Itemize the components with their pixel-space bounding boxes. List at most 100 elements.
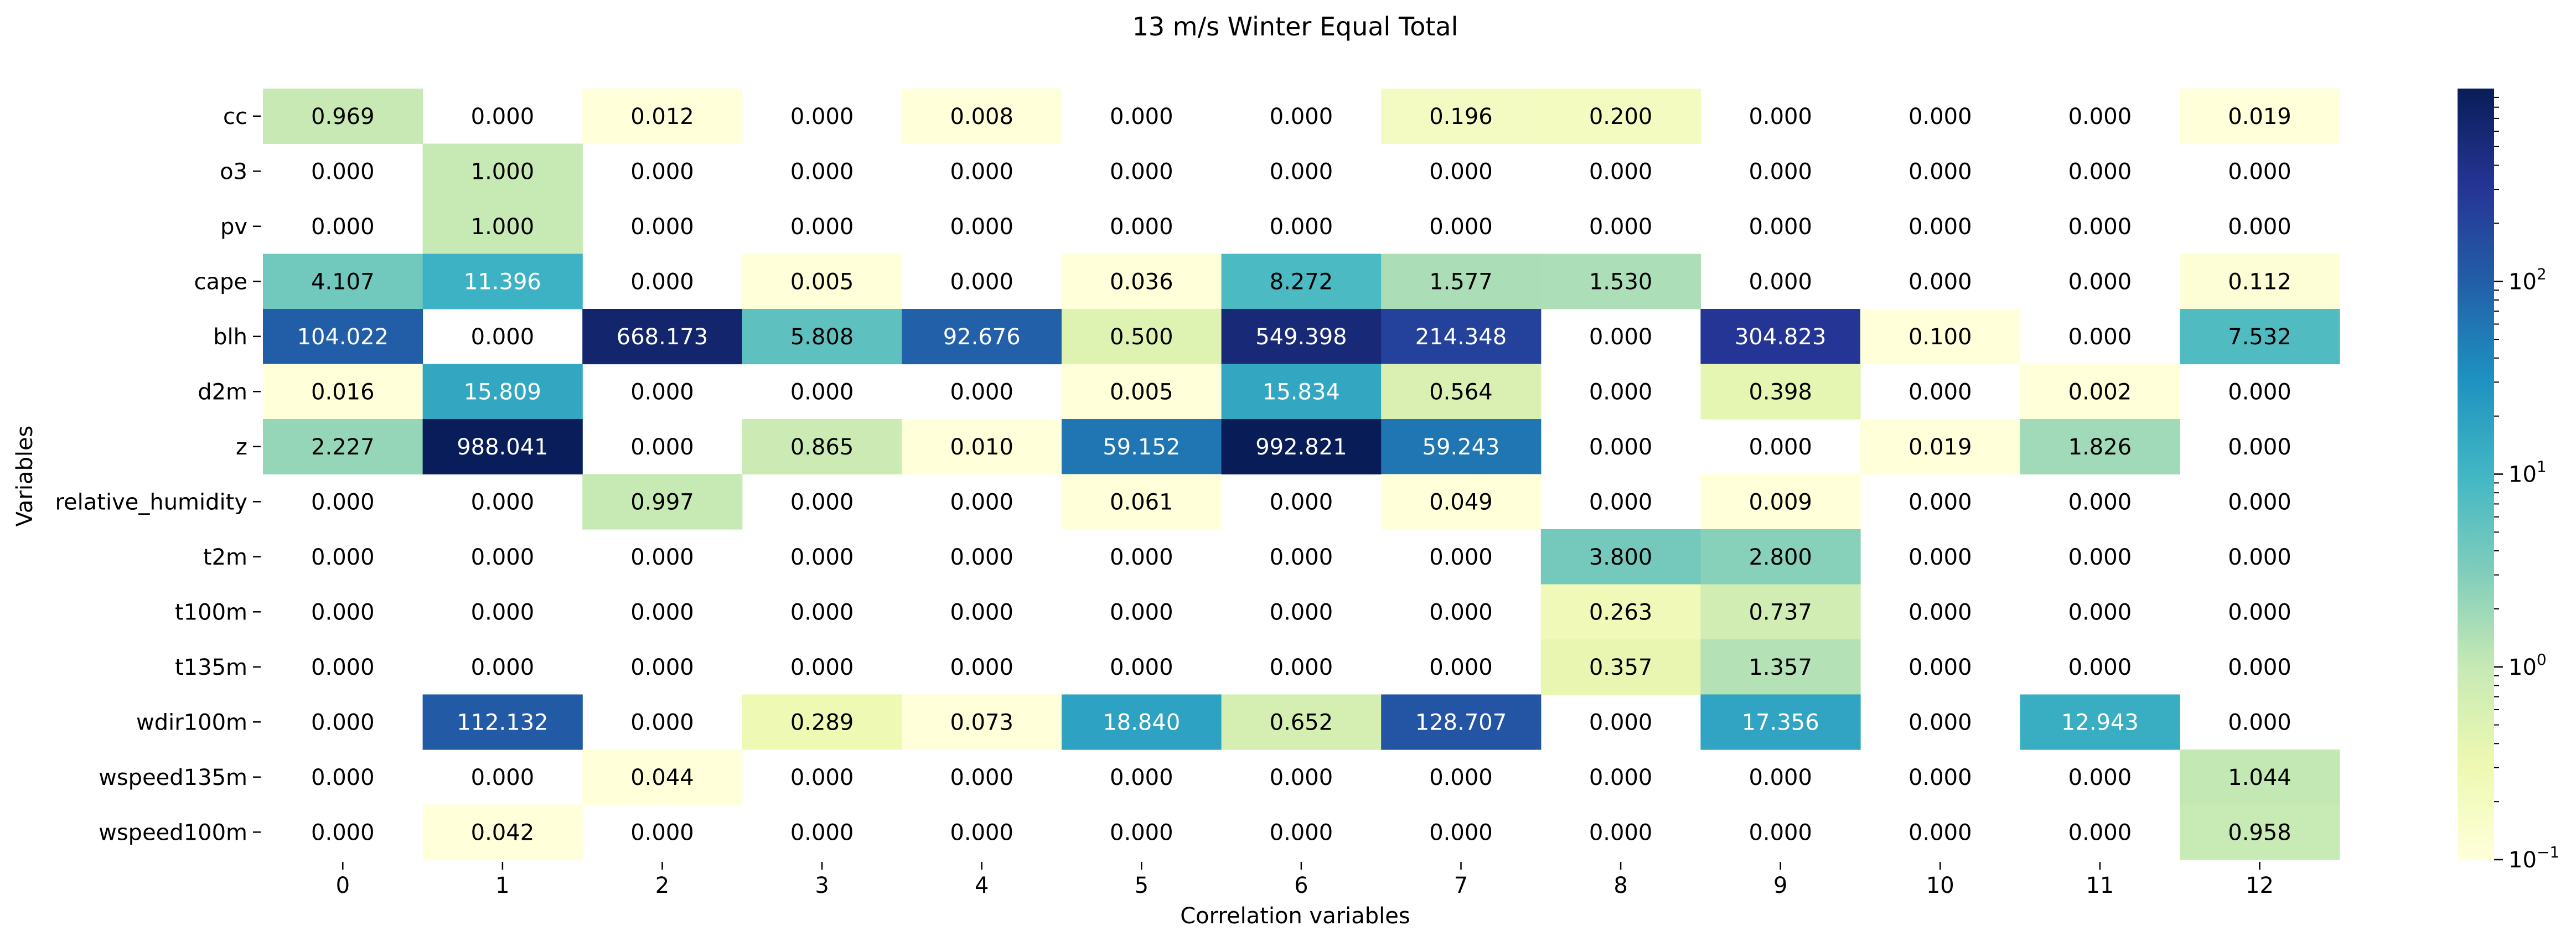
cell-value-label-r6-c11: 1.826 bbox=[2068, 435, 2132, 460]
y-tick-label-o3: o3 bbox=[220, 159, 247, 184]
cell-value-label-r12-c7: 0.000 bbox=[1429, 765, 1493, 790]
cell-value-label-r5-c9: 0.398 bbox=[1749, 379, 1812, 405]
heatmap-cell-r11-c3 bbox=[742, 694, 902, 750]
cell-value-label-r3-c9: 0.000 bbox=[1749, 269, 1812, 294]
cell-value-label-r5-c10: 0.000 bbox=[1908, 379, 1972, 405]
cell-value-label-r6-c0: 2.227 bbox=[311, 435, 375, 460]
heatmap-cell-r7-c9 bbox=[1700, 474, 1861, 530]
y-tick-label-blh: blh bbox=[213, 324, 247, 350]
x-tick-label-1: 1 bbox=[495, 873, 509, 898]
cell-value-label-r2-c4: 0.000 bbox=[950, 214, 1013, 240]
heatmap-cell-r0-c0 bbox=[263, 89, 423, 144]
heatmap-cell-r4-c6 bbox=[1221, 309, 1382, 365]
y-tick-label-d2m: d2m bbox=[198, 379, 247, 405]
cell-value-label-r13-c9: 0.000 bbox=[1749, 820, 1812, 845]
cell-value-label-r6-c8: 0.000 bbox=[1589, 435, 1653, 460]
cell-value-label-r13-c6: 0.000 bbox=[1270, 820, 1333, 845]
cell-value-label-r12-c2: 0.044 bbox=[630, 765, 694, 790]
cell-value-label-r2-c11: 0.000 bbox=[2068, 214, 2132, 240]
cell-value-label-r6-c12: 0.000 bbox=[2228, 435, 2291, 460]
y-tick-label-t100m: t100m bbox=[175, 599, 247, 625]
cell-value-label-r8-c10: 0.000 bbox=[1908, 545, 1972, 570]
cell-value-label-r9-c4: 0.000 bbox=[950, 599, 1013, 625]
cell-value-label-r8-c0: 0.000 bbox=[311, 545, 375, 570]
y-tick-label-wdir100m: wdir100m bbox=[136, 710, 247, 735]
cell-value-label-r2-c1: 1.000 bbox=[471, 214, 535, 240]
heatmap-cell-r4-c9 bbox=[1700, 309, 1861, 365]
heatmap-cell-r4-c0 bbox=[263, 309, 423, 365]
heatmap-cell-r3-c3 bbox=[742, 254, 902, 309]
cell-value-label-r8-c9: 2.800 bbox=[1749, 545, 1812, 570]
heatmap-cell-r6-c5 bbox=[1062, 419, 1222, 475]
heatmap-cell-r6-c1 bbox=[422, 419, 583, 475]
cell-value-label-r8-c2: 0.000 bbox=[630, 545, 694, 570]
cell-value-label-r0-c7: 0.196 bbox=[1429, 104, 1493, 130]
cell-value-label-r6-c2: 0.000 bbox=[630, 435, 694, 460]
cell-value-label-r9-c7: 0.000 bbox=[1429, 599, 1493, 625]
cell-value-label-r9-c3: 0.000 bbox=[790, 599, 854, 625]
cell-value-label-r0-c11: 0.000 bbox=[2068, 104, 2132, 130]
cell-value-label-r11-c5: 18.840 bbox=[1103, 710, 1180, 735]
cell-value-label-r0-c3: 0.000 bbox=[790, 104, 854, 130]
cell-value-label-r0-c1: 0.000 bbox=[471, 104, 535, 130]
cell-value-label-r2-c7: 0.000 bbox=[1429, 214, 1493, 240]
cell-value-label-r2-c12: 0.000 bbox=[2228, 214, 2291, 240]
x-tick-label-5: 5 bbox=[1135, 873, 1149, 898]
cell-value-label-r8-c1: 0.000 bbox=[471, 545, 535, 570]
cell-value-label-r2-c5: 0.000 bbox=[1110, 214, 1173, 240]
heatmap-cell-r12-c2 bbox=[582, 749, 743, 805]
heatmap-cell-r13-c12 bbox=[2180, 804, 2340, 860]
cell-value-label-r7-c6: 0.000 bbox=[1270, 489, 1333, 515]
cell-value-label-r11-c0: 0.000 bbox=[311, 710, 375, 735]
y-tick-label-relative_humidity: relative_humidity bbox=[55, 489, 247, 515]
cell-value-label-r7-c7: 0.049 bbox=[1429, 489, 1493, 515]
cell-value-label-r2-c6: 0.000 bbox=[1270, 214, 1333, 240]
heatmap-cell-r11-c4 bbox=[902, 694, 1062, 750]
cell-value-label-r7-c2: 0.997 bbox=[630, 489, 694, 515]
heatmap-cell-r5-c11 bbox=[2020, 364, 2180, 420]
heatmap-cell-r11-c1 bbox=[422, 694, 583, 750]
cell-value-label-r3-c2: 0.000 bbox=[630, 269, 694, 294]
heatmap-cell-r13-c1 bbox=[422, 804, 583, 860]
cell-value-label-r11-c7: 128.707 bbox=[1415, 710, 1507, 735]
cell-value-label-r5-c11: 0.002 bbox=[2068, 379, 2132, 405]
heatmap-cell-r4-c10 bbox=[1860, 309, 2021, 365]
cell-value-label-r9-c11: 0.000 bbox=[2068, 599, 2132, 625]
x-tick-label-7: 7 bbox=[1454, 873, 1468, 898]
colorbar-tick-label: 101 bbox=[2508, 458, 2547, 488]
heatmap-cell-r9-c9 bbox=[1700, 584, 1861, 640]
cell-value-label-r11-c9: 17.356 bbox=[1742, 710, 1819, 735]
y-tick-label-t2m: t2m bbox=[203, 545, 247, 570]
cell-value-label-r3-c4: 0.000 bbox=[950, 269, 1013, 294]
cell-value-label-r12-c4: 0.000 bbox=[950, 765, 1013, 790]
cell-value-label-r6-c1: 988.041 bbox=[457, 435, 548, 460]
cell-value-label-r12-c11: 0.000 bbox=[2068, 765, 2132, 790]
cell-value-label-r4-c11: 0.000 bbox=[2068, 324, 2132, 350]
cell-value-label-r1-c12: 0.000 bbox=[2228, 159, 2291, 184]
cell-value-label-r6-c6: 992.821 bbox=[1255, 435, 1347, 460]
cell-value-label-r2-c8: 0.000 bbox=[1589, 214, 1653, 240]
heatmap-cell-r0-c8 bbox=[1540, 89, 1701, 144]
heatmap-cell-r6-c10 bbox=[1860, 419, 2021, 475]
cell-value-label-r0-c0: 0.969 bbox=[311, 104, 375, 130]
cell-value-label-r7-c1: 0.000 bbox=[471, 489, 535, 515]
heatmap-cell-r0-c12 bbox=[2180, 89, 2340, 144]
cell-value-label-r10-c11: 0.000 bbox=[2068, 655, 2132, 680]
heatmap-cell-r11-c7 bbox=[1381, 694, 1542, 750]
heatmap-cell-r10-c8 bbox=[1540, 639, 1701, 695]
x-tick-label-6: 6 bbox=[1294, 873, 1308, 898]
cell-value-label-r9-c2: 0.000 bbox=[630, 599, 694, 625]
heatmap-cell-r11-c11 bbox=[2020, 694, 2180, 750]
cell-value-label-r10-c5: 0.000 bbox=[1110, 655, 1173, 680]
cell-value-label-r10-c6: 0.000 bbox=[1270, 655, 1333, 680]
heatmap-cell-r4-c3 bbox=[742, 309, 902, 365]
y-tick-label-wspeed135m: wspeed135m bbox=[99, 765, 247, 790]
cell-value-label-r1-c2: 0.000 bbox=[630, 159, 694, 184]
heatmap-cell-r3-c7 bbox=[1381, 254, 1542, 309]
cell-value-label-r7-c8: 0.000 bbox=[1589, 489, 1653, 515]
cell-value-label-r5-c4: 0.000 bbox=[950, 379, 1013, 405]
cell-value-label-r7-c9: 0.009 bbox=[1749, 489, 1812, 515]
cell-value-label-r8-c12: 0.000 bbox=[2228, 545, 2291, 570]
heatmap-cell-r3-c5 bbox=[1062, 254, 1222, 309]
